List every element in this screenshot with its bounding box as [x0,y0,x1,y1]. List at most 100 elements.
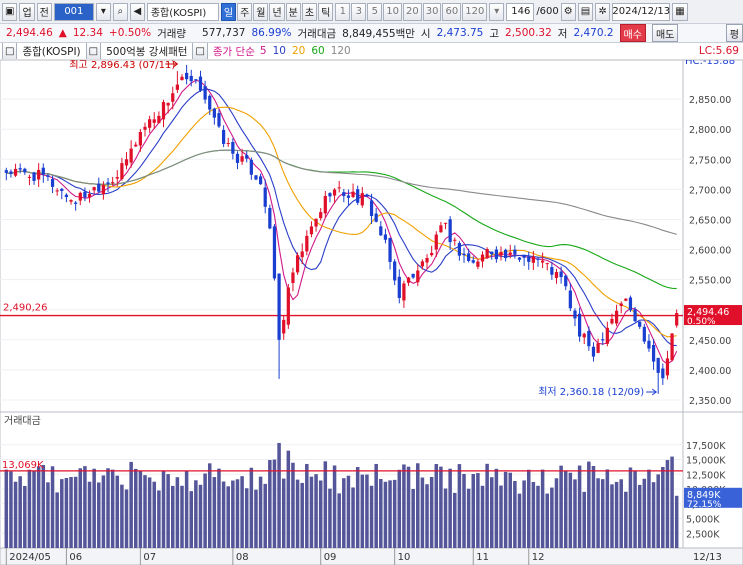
interval-button-5[interactable]: 5 [367,2,383,21]
lc-value: LC:5.69 [698,45,739,57]
volume-bar-39 [184,470,189,548]
candle-body-88 [411,273,415,278]
search-icon[interactable]: ⌕ [112,2,128,21]
period-tab-6[interactable]: 틱 [318,2,334,21]
interval-button-20[interactable]: 20 [403,2,422,21]
date-label-4: 09 [324,552,337,563]
candle-body-22 [106,182,110,184]
volume-bar-87 [406,466,411,548]
volume-bar-106 [494,468,499,548]
volume-bar-27 [129,461,133,548]
layout-icon[interactable]: ▣ [2,2,18,21]
quote-bar: 2,494.46 ▲ 12.34 +0.50% 거래량 577,737 86.9… [0,24,743,43]
volume-bar-105 [490,477,494,548]
open-label: 시 [420,27,431,40]
candle-body-109 [508,252,512,255]
price-tick-label-1: 2,400.00 [689,366,731,377]
volume-bar-31 [147,477,152,548]
calendar-icon[interactable]: ▦ [672,2,688,21]
ma-line-5 [6,79,678,365]
candle-body-19 [92,187,96,191]
view-select[interactable]: 업 [19,2,35,21]
volume-bar-139 [647,469,651,548]
candle-body-106 [494,249,498,260]
candle-body-41 [194,79,198,81]
current-price: 2,494.46 [6,27,53,39]
date-label-3: 08 [236,552,249,563]
volume-bar-133 [619,479,623,548]
bar-count-input[interactable]: 146 [506,2,535,21]
eval-button[interactable]: 평 [725,24,743,42]
interval-button-1[interactable]: 1 [335,2,351,21]
code-input[interactable]: 001 [53,2,94,21]
candle-body-76 [356,189,360,203]
candle-body-71 [332,189,337,196]
date-label-0: 2024/05 [9,552,51,563]
volume-bar-89 [416,463,420,548]
date-input[interactable]: 2024/12/13 [612,2,671,21]
interval-dropdown-icon[interactable]: ▾ [489,2,505,21]
candle-body-104 [485,249,489,259]
interval-button-60[interactable]: 60 [442,2,462,21]
volume-bar-88 [411,488,415,548]
price-change: 12.34 [72,27,103,39]
candle-body-113 [527,256,531,262]
volume-bar-144 [670,456,674,548]
candle-body-38 [180,76,184,81]
sound-icon[interactable]: ◀ [129,2,145,21]
candle-body-93 [434,234,438,250]
volume-bar-65 [305,463,309,548]
candle-body-82 [383,234,388,240]
amount-value: 8,849,455백만 [342,27,415,40]
volume-bar-17 [83,466,87,548]
candle-body-145 [675,313,679,326]
collapse-icon[interactable]: □ [2,43,18,59]
interval-button-3[interactable]: 3 [351,2,367,21]
sell-button[interactable]: 매도 [651,24,679,42]
interval-button-10[interactable]: 10 [383,2,403,21]
volume-bar-84 [392,479,397,548]
candle-body-68 [319,212,323,219]
ma-toggle-icon[interactable]: □ [192,43,208,59]
price-tick-label-7: 2,700.00 [689,185,731,196]
candle-body-139 [647,340,651,349]
volume-bar-10 [50,466,55,548]
candle-body-50 [235,153,240,163]
period-tab-4[interactable]: 분 [285,2,301,21]
dropdown-icon[interactable]: ▾ [95,2,111,21]
volume-bar-116 [540,469,545,548]
buy-button[interactable]: 매수 [619,24,646,42]
period-tab-5[interactable]: 초 [301,2,318,21]
candle-body-10 [50,179,55,187]
candle-body-136 [633,309,637,322]
volume-bar-13 [64,478,69,548]
volume-label: 거래량 [157,27,187,40]
period-tab-2[interactable]: 월 [253,2,269,21]
low-annotation: 최저 2,360.18 (12/09) [538,386,644,398]
candle-body-123 [573,310,577,319]
pattern-toggle-icon[interactable]: □ [85,43,102,59]
volume-bar-73 [342,478,346,548]
all-select[interactable]: 전 [36,2,52,21]
settings-icon[interactable]: ⚙ [560,2,576,21]
candle-body-122 [568,290,572,309]
volume-bar-114 [531,481,536,548]
save-icon[interactable]: ▤ [577,2,594,21]
volume-bar-69 [323,461,328,548]
price-chart[interactable]: 2,350.002,400.002,450.002,500.002,550.00… [0,60,743,565]
period-tab-3[interactable]: 년 [269,2,285,21]
gear-icon[interactable]: ✲ [595,2,611,21]
candle-body-11 [55,190,59,192]
interval-button-120[interactable]: 120 [462,2,488,21]
low-label: 저 [557,27,568,40]
ma-line-10 [6,88,677,347]
interval-button-30[interactable]: 30 [422,2,442,21]
high-value: 2,500.32 [505,27,552,39]
period-tab-1[interactable]: 주 [237,2,253,21]
date-label-5: 10 [398,552,411,563]
volume-bar-20 [97,482,101,548]
candle-body-46 [217,113,221,127]
volume-bar-102 [476,473,480,548]
period-tab-0[interactable]: 일 [220,2,237,21]
volume-bar-119 [554,478,559,548]
